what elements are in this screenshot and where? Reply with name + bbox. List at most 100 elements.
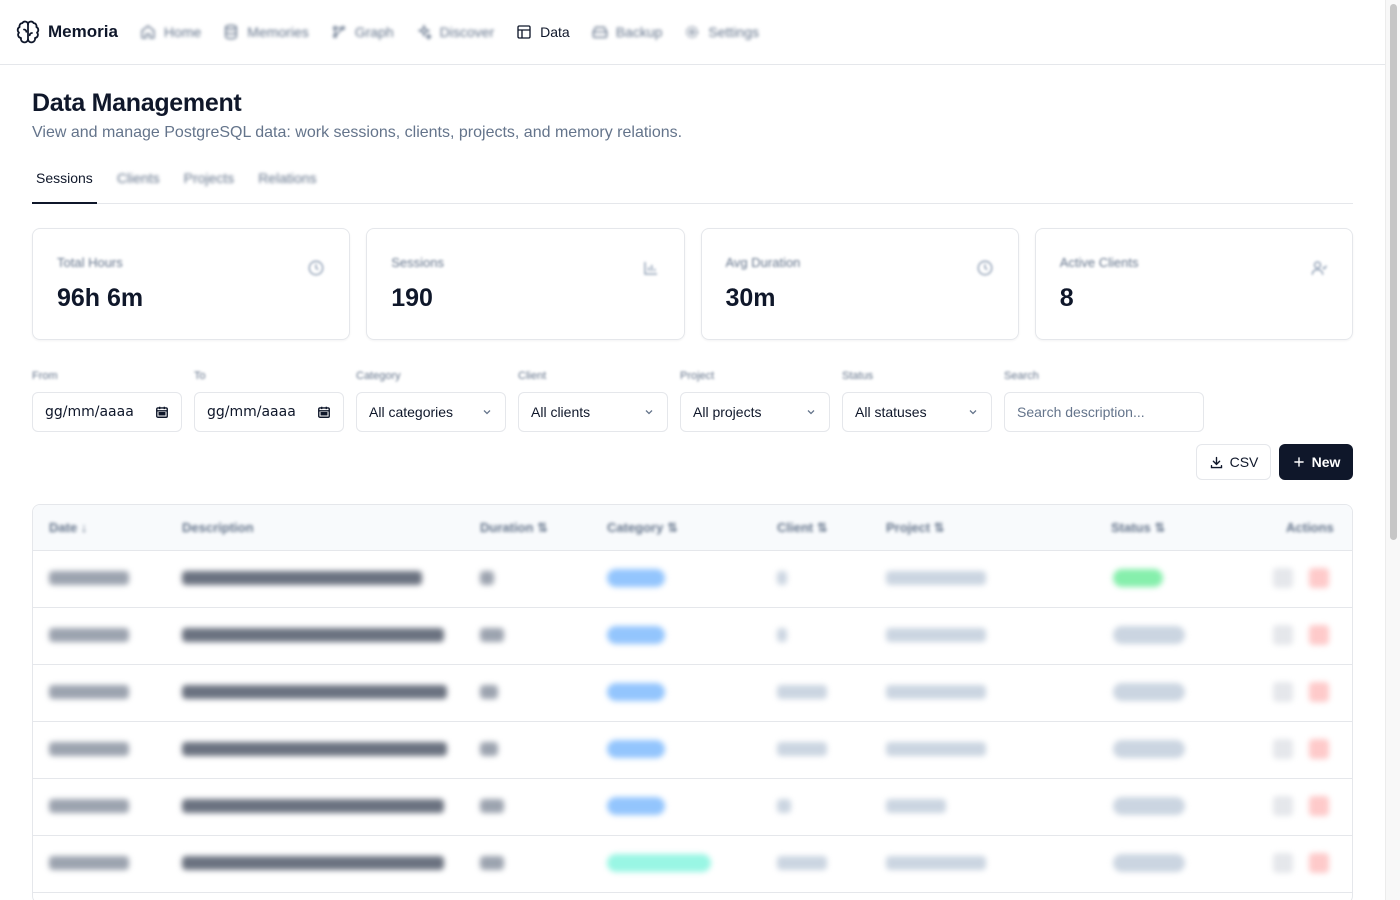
delete-button[interactable] xyxy=(1309,682,1329,702)
nav-label: Memories xyxy=(247,24,309,40)
main-nav: Home Memories Graph Discover Data Backup… xyxy=(140,24,759,40)
delete-button[interactable] xyxy=(1309,739,1329,759)
cell-client-blurred xyxy=(777,799,791,813)
search-placeholder: Search description... xyxy=(1017,404,1145,420)
category-badge xyxy=(607,854,711,872)
to-date-input[interactable]: gg/mm/aaaa xyxy=(194,392,344,432)
edit-button[interactable] xyxy=(1273,568,1293,588)
nav-label: Data xyxy=(540,24,570,40)
edit-button[interactable] xyxy=(1273,853,1293,873)
table-row[interactable] xyxy=(33,608,1352,665)
cell-project-blurred xyxy=(886,571,986,585)
bar-chart-icon xyxy=(643,262,657,275)
delete-button[interactable] xyxy=(1309,568,1329,588)
delete-button[interactable] xyxy=(1309,796,1329,816)
tab-relations[interactable]: Relations xyxy=(258,170,317,186)
filter-label: Status xyxy=(842,370,874,382)
stat-card-avg-duration: Avg Duration 30m xyxy=(700,228,1019,340)
button-label: New xyxy=(1311,454,1341,470)
download-icon xyxy=(1210,456,1222,468)
select-value: All statuses xyxy=(855,404,927,420)
project-select[interactable]: All projects xyxy=(680,392,830,432)
cell-description-blurred xyxy=(182,685,447,699)
select-value: All projects xyxy=(693,404,762,420)
tab-sessions[interactable]: Sessions xyxy=(32,158,97,204)
cell-description-blurred xyxy=(182,742,447,756)
category-badge xyxy=(607,569,665,587)
page-title: Data Management xyxy=(32,89,242,117)
nav-label: Settings xyxy=(708,24,760,40)
nav-item-graph[interactable]: Graph xyxy=(331,24,394,40)
nav-item-memories[interactable]: Memories xyxy=(223,24,309,40)
nav-item-backup[interactable]: Backup xyxy=(591,24,662,40)
delete-button[interactable] xyxy=(1309,853,1329,873)
status-select[interactable]: All statuses xyxy=(842,392,992,432)
new-session-button[interactable]: New xyxy=(1279,444,1353,480)
cell-client-blurred xyxy=(777,628,787,642)
stat-card-active-clients: Active Clients 8 xyxy=(1034,228,1353,340)
nav-item-settings[interactable]: Settings xyxy=(684,24,759,40)
filter-from: From gg/mm/aaaa xyxy=(32,370,182,432)
filter-label: From xyxy=(32,370,58,382)
cell-client-blurred xyxy=(777,856,827,870)
calendar-icon[interactable] xyxy=(317,405,331,419)
edit-button[interactable] xyxy=(1273,739,1293,759)
app-name: Memoria xyxy=(48,22,118,41)
edit-button[interactable] xyxy=(1273,682,1293,702)
column-project[interactable]: Project ⇅ xyxy=(886,520,945,535)
button-label: CSV xyxy=(1229,454,1259,470)
tab-projects[interactable]: Projects xyxy=(183,170,235,186)
cell-date-blurred xyxy=(49,856,129,870)
table-row[interactable] xyxy=(33,836,1352,893)
delete-button[interactable] xyxy=(1309,625,1329,645)
calendar-icon[interactable] xyxy=(155,405,169,419)
filters-row: From gg/mm/aaaa To gg/mm/aaaa Category A… xyxy=(32,370,1204,432)
column-client[interactable]: Client ⇅ xyxy=(777,520,828,535)
export-csv-button[interactable]: CSV xyxy=(1196,444,1271,480)
filter-label: To xyxy=(194,370,206,382)
table-icon xyxy=(517,25,531,39)
cell-project-blurred xyxy=(886,799,946,813)
nav-item-data[interactable]: Data xyxy=(516,24,570,40)
table-row[interactable] xyxy=(33,722,1352,779)
search-input[interactable]: Search description... xyxy=(1004,392,1204,432)
nav-item-discover[interactable]: Discover xyxy=(416,24,494,40)
users-icon xyxy=(1311,261,1328,275)
cell-project-blurred xyxy=(886,742,986,756)
filter-project: Project All projects xyxy=(680,370,830,432)
cell-date-blurred xyxy=(49,571,129,585)
status-badge xyxy=(1113,626,1185,644)
tab-bar: Sessions Clients Projects Relations xyxy=(32,158,1353,204)
stat-label: Active Clients xyxy=(1059,255,1139,270)
client-select[interactable]: All clients xyxy=(518,392,668,432)
category-select[interactable]: All categories xyxy=(356,392,506,432)
filter-label: Category xyxy=(356,370,401,382)
page-scrollbar[interactable] xyxy=(1385,0,1400,900)
cell-date-blurred xyxy=(49,628,129,642)
from-date-input[interactable]: gg/mm/aaaa xyxy=(32,392,182,432)
chevron-down-icon xyxy=(807,410,815,415)
table-header: Date ↓ Description Duration ⇅ Category ⇅… xyxy=(33,505,1352,551)
table-row[interactable] xyxy=(33,665,1352,722)
category-badge xyxy=(607,683,665,701)
column-duration[interactable]: Duration ⇅ xyxy=(480,520,548,535)
cell-description-blurred xyxy=(182,571,422,585)
table-row[interactable] xyxy=(33,779,1352,836)
edit-button[interactable] xyxy=(1273,796,1293,816)
column-date[interactable]: Date ↓ xyxy=(49,520,88,535)
column-status[interactable]: Status ⇅ xyxy=(1111,520,1166,535)
chevron-down-icon xyxy=(645,410,653,415)
table-row[interactable] xyxy=(33,551,1352,608)
scrollbar-thumb[interactable] xyxy=(1390,4,1397,540)
tab-clients[interactable]: Clients xyxy=(116,170,160,186)
cell-duration-blurred xyxy=(480,628,504,642)
edit-button[interactable] xyxy=(1273,625,1293,645)
brand[interactable]: Memoria xyxy=(16,20,118,44)
column-category[interactable]: Category ⇅ xyxy=(607,520,678,535)
home-icon xyxy=(141,25,155,39)
brain-icon xyxy=(16,20,40,44)
graph-icon xyxy=(332,26,345,38)
nav-item-home[interactable]: Home xyxy=(140,24,201,40)
date-value: gg/mm/aaaa xyxy=(45,404,134,420)
filter-label: Search xyxy=(1004,370,1039,382)
